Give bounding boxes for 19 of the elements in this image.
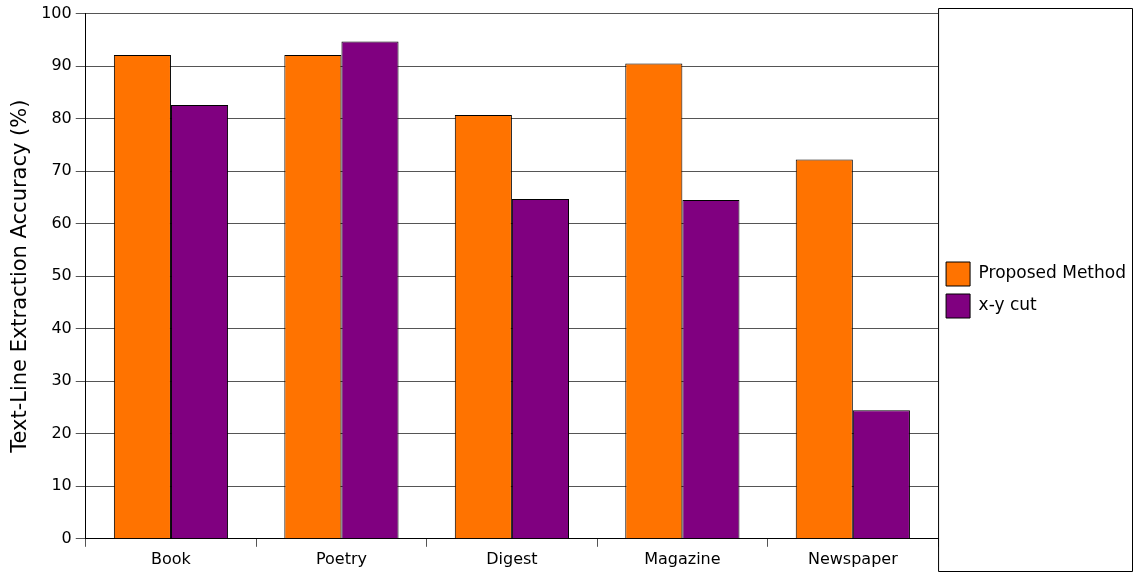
y-tick-label: 30 (51, 370, 72, 390)
y-tick-label: 80 (51, 107, 72, 127)
y-tick-label: 0 (61, 527, 72, 547)
y-tick-label: 60 (51, 212, 72, 232)
y-tick-label: 20 (51, 422, 72, 442)
y-tick-label: 90 (51, 55, 72, 75)
y-tick-label: 70 (51, 160, 72, 180)
y-axis-title: Text-Line Extraction Accuracy (%) (7, 99, 32, 454)
y-tick-label: 40 (51, 317, 72, 337)
legend-label: x-y cut (978, 294, 1038, 315)
legend-label: Proposed Method (978, 262, 1127, 283)
x-tick-label: Magazine (644, 548, 721, 568)
y-tick-label: 100 (41, 2, 72, 22)
x-tick-label: Newspaper (807, 548, 899, 568)
x-tick-label: Digest (486, 548, 538, 568)
x-tick-label: Book (151, 548, 192, 568)
y-tick-label: 50 (51, 265, 72, 285)
x-tick-label: Poetry (315, 548, 367, 568)
y-tick-label: 10 (51, 475, 72, 495)
